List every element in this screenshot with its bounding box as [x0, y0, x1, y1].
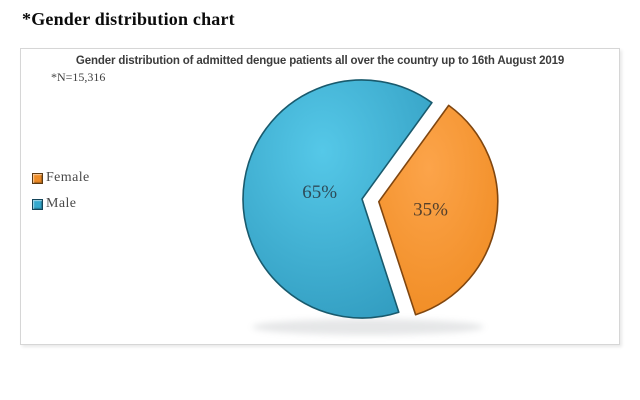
legend-item-female: Female	[32, 170, 90, 186]
legend-item-male: Male	[32, 196, 90, 212]
chart-note: *N=15,316	[51, 70, 106, 84]
legend-swatch-icon	[32, 198, 43, 210]
page-title: *Gender distribution chart	[22, 9, 235, 29]
chart-title: Gender distribution of admitted dengue p…	[75, 55, 565, 67]
legend: Female Male	[32, 170, 90, 212]
legend-label: Female	[46, 170, 90, 185]
legend-label: Male	[46, 196, 77, 211]
chart-panel: Gender distribution of admitted dengue p…	[20, 48, 620, 345]
legend-swatch-icon	[32, 172, 43, 184]
